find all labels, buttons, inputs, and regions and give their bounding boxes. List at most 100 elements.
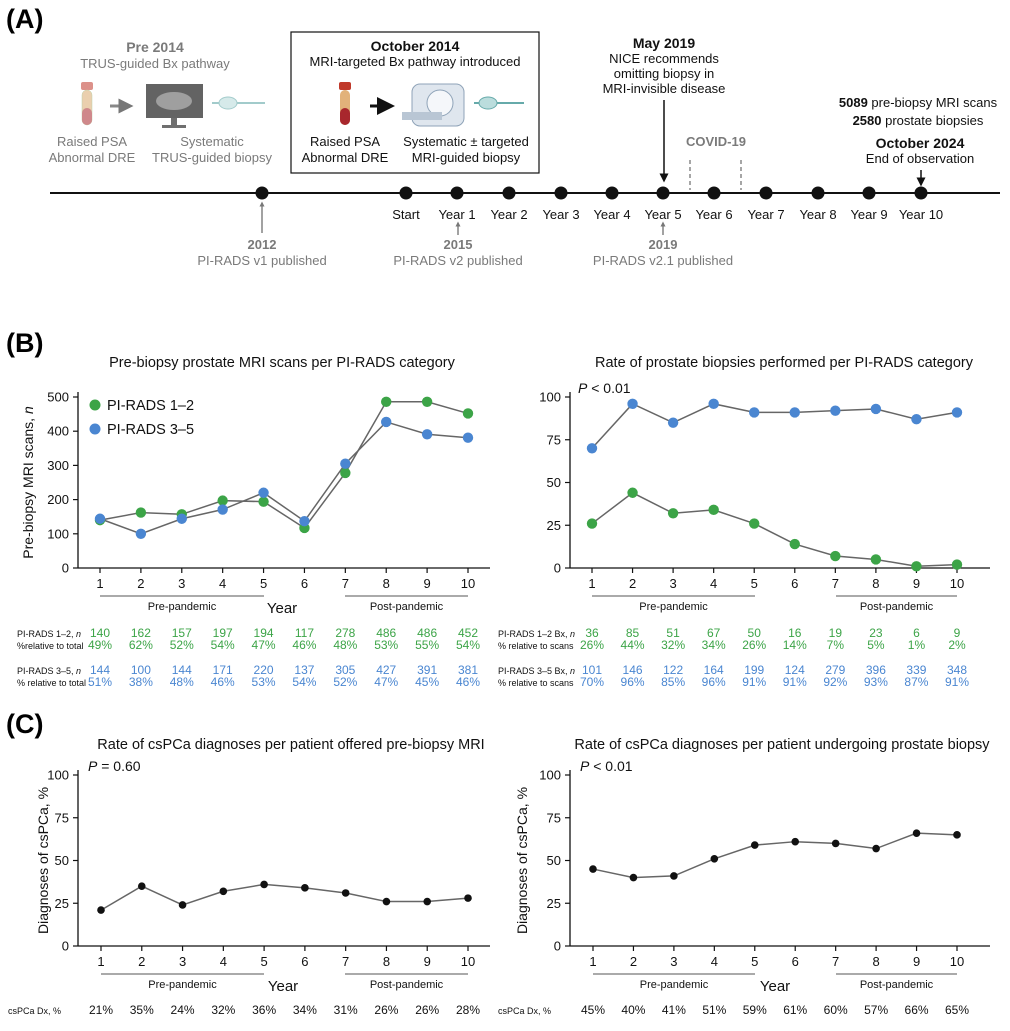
may2019-block: May 2019 NICE recommends omitting biopsy… bbox=[603, 35, 725, 183]
pirads-versions: 2012 PI-RADS v1 published 2015 PI-RADS v… bbox=[197, 201, 733, 268]
table-cell-pct: 53% bbox=[374, 638, 398, 652]
table-cell-value: 28% bbox=[456, 1003, 480, 1017]
post-pandemic-label: Post-pandemic bbox=[860, 601, 934, 613]
x-tick-label: 7 bbox=[832, 954, 839, 969]
table-cell-value: 61% bbox=[783, 1003, 807, 1017]
table-cell-pct: 34% bbox=[702, 638, 726, 652]
series-line-0 bbox=[591, 491, 958, 568]
data-point bbox=[258, 487, 269, 498]
table-cell-n: 146 bbox=[623, 663, 643, 677]
x-tick-label: 3 bbox=[178, 576, 185, 591]
data-point bbox=[340, 467, 351, 479]
pre-pandemic-label: Pre-pandemic bbox=[640, 979, 709, 991]
table-cell-pct: 49% bbox=[88, 638, 112, 652]
x-tick-label: 2 bbox=[138, 954, 145, 969]
table-row-label: PI-RADS 3–5 Bx, n bbox=[498, 666, 575, 676]
pre2014-left-2: Abnormal DRE bbox=[49, 150, 136, 165]
data-point bbox=[870, 403, 882, 415]
timeline-dot-0 bbox=[399, 186, 413, 200]
data-point bbox=[464, 894, 472, 902]
table-row-label-text: PI-RADS 3–5 Bx, bbox=[498, 666, 570, 676]
data-point bbox=[258, 496, 269, 507]
pre-pandemic-label: Pre-pandemic bbox=[148, 979, 217, 991]
data-point bbox=[708, 504, 719, 516]
table-cell-value: 51% bbox=[702, 1003, 726, 1017]
table-cell-n: 339 bbox=[906, 663, 926, 677]
table-cell-n: 6 bbox=[913, 626, 920, 640]
data-point bbox=[381, 396, 392, 407]
table-cell-n: 396 bbox=[866, 663, 886, 677]
table-cell-pct: 48% bbox=[333, 638, 357, 652]
x-tick-label: 5 bbox=[751, 576, 758, 591]
mri-scanner-icon bbox=[402, 83, 465, 127]
table-cell-pct: 2% bbox=[948, 638, 966, 652]
x-tick-label: 4 bbox=[220, 954, 227, 969]
y-tick-label: 100 bbox=[47, 526, 69, 541]
series-line-0 bbox=[100, 883, 469, 911]
table-cell-pct: 91% bbox=[783, 675, 807, 689]
data-point bbox=[217, 495, 228, 506]
table-cell-n: 486 bbox=[417, 626, 437, 640]
timeline-dot-7 bbox=[759, 186, 773, 200]
x-tick-label: 10 bbox=[461, 576, 475, 591]
table-cell-n: 144 bbox=[90, 663, 110, 677]
data-point bbox=[667, 417, 679, 428]
data-point bbox=[462, 408, 474, 419]
table-cell-pct: 96% bbox=[621, 675, 645, 689]
table-cell-pct: 47% bbox=[252, 638, 276, 652]
x-axis-label: Year bbox=[268, 978, 298, 995]
pre2014-right-2: TRUS-guided biopsy bbox=[152, 150, 272, 165]
y-tick-label: 100 bbox=[539, 390, 561, 405]
table-cell-value: 59% bbox=[743, 1003, 767, 1017]
table-cell-n: 9 bbox=[954, 626, 961, 640]
table-cell-n: 19 bbox=[829, 626, 843, 640]
table-cell-value: 66% bbox=[905, 1003, 929, 1017]
legend-label: PI-RADS 3–5 bbox=[107, 422, 194, 438]
timeline-dot-9 bbox=[862, 186, 876, 200]
pirads-v1-year: 2012 bbox=[248, 237, 277, 252]
panel-c-label: (C) bbox=[6, 709, 43, 739]
x-tick-label: 3 bbox=[669, 576, 676, 591]
timeline-tick-label: Start bbox=[392, 207, 420, 222]
data-point bbox=[830, 405, 841, 416]
table-cell-n: 23 bbox=[869, 626, 883, 640]
table-cell-n: 50 bbox=[748, 626, 762, 640]
y-tick-label: 0 bbox=[62, 939, 69, 954]
timeline-tick-label: Year 6 bbox=[695, 207, 732, 222]
table-cell-n: 85 bbox=[626, 626, 640, 640]
data-point bbox=[586, 443, 598, 454]
p-value-annotation: P = 0.60 bbox=[88, 758, 141, 774]
y-tick-label: 50 bbox=[55, 853, 69, 868]
data-point bbox=[301, 884, 309, 892]
table-cell-pct: 46% bbox=[456, 675, 480, 689]
timeline-tick-label: Year 3 bbox=[542, 207, 579, 222]
x-tick-label: 7 bbox=[342, 576, 349, 591]
table-cell-pct: 38% bbox=[129, 675, 153, 689]
data-point bbox=[789, 538, 800, 550]
table-cell-n: 452 bbox=[458, 626, 478, 640]
table-cell-pct: 85% bbox=[661, 675, 685, 689]
x-tick-label: 5 bbox=[260, 954, 267, 969]
table-cell-pct: 46% bbox=[292, 638, 316, 652]
table-row-label-n: n bbox=[76, 629, 81, 639]
table-row-label-n: n bbox=[76, 666, 81, 676]
series-line-1 bbox=[591, 402, 958, 449]
data-point bbox=[830, 550, 841, 562]
data-point bbox=[627, 398, 638, 410]
y-axis-label-text: Pre-biopsy MRI scans, bbox=[20, 414, 36, 559]
timeline-dot-1 bbox=[450, 186, 464, 200]
p-value-annotation: P < 0.01 bbox=[578, 380, 631, 396]
table-cell-pct: 52% bbox=[333, 675, 357, 689]
table-cell-value: 35% bbox=[130, 1003, 154, 1017]
table-row-label-text: PI-RADS 1–2 Bx, bbox=[498, 629, 570, 639]
table-cell-n: 171 bbox=[213, 663, 233, 677]
x-tick-label: 9 bbox=[424, 954, 431, 969]
table-cell-value: 41% bbox=[662, 1003, 686, 1017]
x-tick-label: 3 bbox=[179, 954, 186, 969]
timeline-dot-3 bbox=[554, 186, 568, 200]
table-cell-n: 51 bbox=[666, 626, 680, 640]
blood-tube-icon bbox=[339, 82, 351, 125]
y-axis-label: Diagnoses of csPCa, % bbox=[35, 787, 51, 934]
timeline-tick-label: Year 1 bbox=[438, 207, 475, 222]
data-point bbox=[382, 897, 391, 906]
